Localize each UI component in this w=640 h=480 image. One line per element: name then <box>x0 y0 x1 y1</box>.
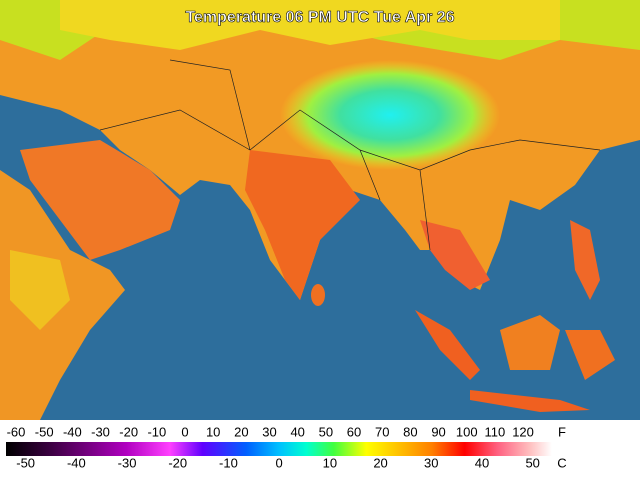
celsius-label: 50 <box>525 455 539 470</box>
celsius-label: 0 <box>276 455 283 470</box>
celsius-label: -10 <box>219 455 238 470</box>
fahrenheit-label: -50 <box>35 424 54 439</box>
fahrenheit-label: -60 <box>7 424 26 439</box>
fahrenheit-label: 60 <box>347 424 361 439</box>
land-srilanka <box>311 284 325 306</box>
celsius-label: -30 <box>118 455 137 470</box>
land-central <box>60 0 560 50</box>
legend: F C -60 -50 -40 -30 -20 -10 0 10 20 30 40 50 60 70 80 9… <box>0 420 640 480</box>
fahrenheit-label: 90 <box>431 424 445 439</box>
fahrenheit-label: 10 <box>206 424 220 439</box>
celsius-unit: C <box>557 455 566 470</box>
fahrenheit-label: 110 <box>485 424 506 439</box>
fahrenheit-label: 0 <box>181 424 188 439</box>
celsius-label: 10 <box>323 455 337 470</box>
celsius-label: 30 <box>424 455 438 470</box>
celsius-label: -20 <box>168 455 187 470</box>
fahrenheit-label: -40 <box>63 424 82 439</box>
fahrenheit-label: 30 <box>262 424 276 439</box>
land-philippines <box>570 220 600 300</box>
map-title: Temperature 06 PM UTC Tue Apr 26 <box>185 9 454 26</box>
fahrenheit-label: 40 <box>290 424 304 439</box>
land-borneo <box>500 315 560 370</box>
land-india <box>245 150 360 300</box>
celsius-label: 40 <box>475 455 489 470</box>
land-indochina <box>420 220 490 290</box>
land-arabia <box>20 140 180 260</box>
celsius-label: 20 <box>373 455 387 470</box>
fahrenheit-label: 80 <box>403 424 417 439</box>
fahrenheit-label: 120 <box>512 424 534 439</box>
land-java <box>470 390 590 412</box>
celsius-label: -40 <box>67 455 86 470</box>
borders <box>99 59 601 251</box>
fahrenheit-unit: F <box>558 424 566 439</box>
fahrenheit-label: -20 <box>119 424 138 439</box>
fahrenheit-label: 50 <box>319 424 333 439</box>
fahrenheit-label: -30 <box>91 424 110 439</box>
cold-region <box>280 60 500 170</box>
fahrenheit-label: -10 <box>147 424 166 439</box>
map <box>0 0 640 420</box>
land-sulawesi <box>565 330 615 380</box>
land-africa-cool <box>10 250 70 330</box>
color-scale <box>6 442 552 456</box>
fahrenheit-label: 20 <box>234 424 248 439</box>
celsius-label: -50 <box>16 455 35 470</box>
land-sumatra <box>415 310 480 380</box>
fahrenheit-label: 70 <box>375 424 389 439</box>
fahrenheit-label: 100 <box>456 424 478 439</box>
